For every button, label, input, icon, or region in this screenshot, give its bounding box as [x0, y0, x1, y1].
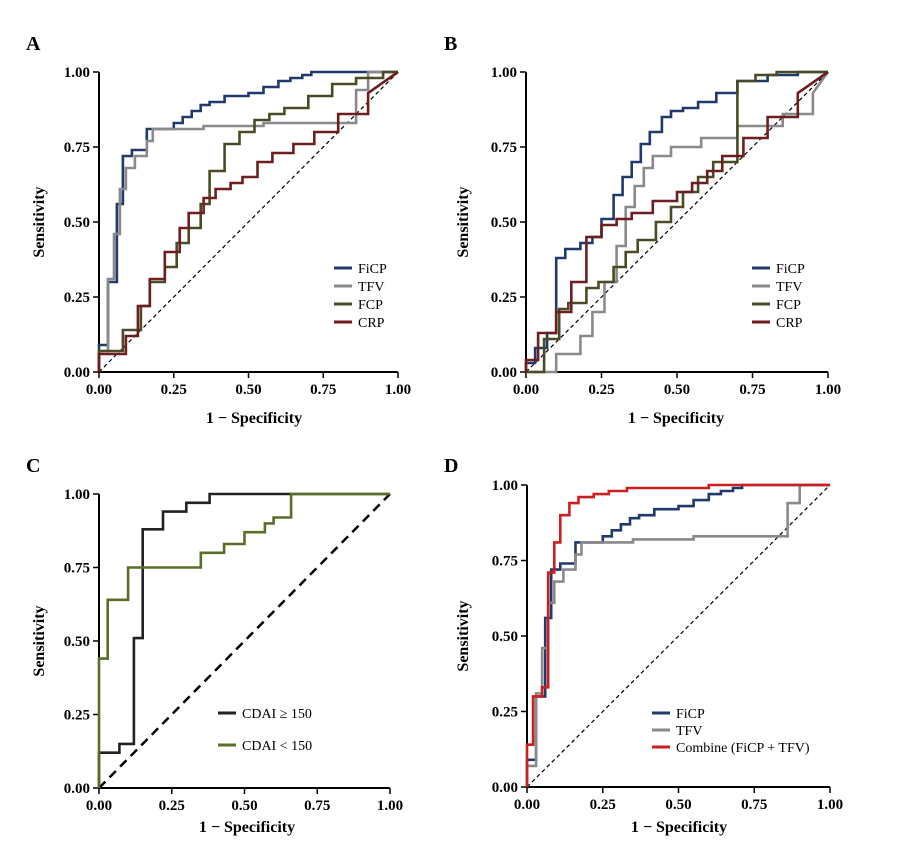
y-tick-label: 0.50 — [64, 634, 90, 650]
x-tick-label: 1.00 — [817, 797, 843, 813]
x-tick-label: 0.50 — [664, 382, 690, 398]
x-tick-label: 0.50 — [231, 798, 257, 814]
x-tick-label: 0.50 — [235, 382, 261, 398]
y-tick-label: 0.75 — [64, 140, 90, 156]
y-tick-label: 0.50 — [491, 215, 517, 231]
panel-c: C 0.00 0.25 0.50 0.75 1.00 0.00 0.25 0.50 0.75 1.0… — [26, 455, 403, 836]
x-tick-label: 0.25 — [590, 797, 616, 813]
y-tick-label: 0.00 — [491, 365, 517, 381]
panel-a: A 0.00 0.25 0.50 0.75 1.00 0.00 0.25 0.50 0.75 1.0… — [26, 33, 411, 427]
x-tick-label: 0.75 — [739, 382, 765, 398]
y-tick-label: 0.75 — [64, 561, 90, 577]
panel-b: B 0.00 0.25 0.50 0.75 1.00 0.00 0.25 0.50 0.75 1.0… — [444, 33, 841, 427]
x-tick-label: 0.25 — [588, 382, 614, 398]
y-axis-label: Sensitivity — [31, 186, 48, 257]
x-tick-label: 0.75 — [741, 797, 767, 813]
roc-curve-0 — [97, 492, 390, 788]
legend-label: CDAI < 150 — [242, 739, 312, 754]
roc-curve-3 — [97, 70, 399, 372]
panel-letter: D — [444, 455, 458, 477]
y-axis-label: Sensitivity — [31, 605, 48, 676]
x-tick-label: 0.25 — [159, 798, 185, 814]
y-axis-label: Sensitivity — [455, 600, 472, 671]
legend-label: CRP — [776, 316, 803, 331]
y-tick-label: 0.00 — [492, 780, 518, 796]
y-tick-label: 1.00 — [492, 478, 518, 494]
panel-letter: A — [26, 33, 41, 55]
x-tick-label: 1.00 — [385, 382, 411, 398]
y-tick-label: 1.00 — [64, 487, 90, 503]
legend-label: FiCP — [358, 262, 387, 277]
legend-label: TFV — [776, 280, 802, 295]
x-tick-label: 0.00 — [514, 797, 540, 813]
reference-diagonal — [98, 493, 391, 789]
y-tick-label: 0.75 — [492, 554, 518, 570]
y-tick-label: 0.75 — [491, 140, 517, 156]
roc-curve-1 — [97, 492, 390, 788]
legend-label: TFV — [358, 280, 384, 295]
y-tick-label: 0.25 — [491, 290, 517, 306]
x-axis-label: 1 − Specificity — [199, 819, 295, 836]
y-tick-label: 0.00 — [64, 781, 90, 797]
y-tick-label: 0.50 — [64, 215, 90, 231]
roc-curve-1 — [526, 71, 830, 374]
x-tick-label: 0.00 — [86, 382, 112, 398]
panel-letter: C — [26, 455, 40, 477]
reference-diagonal — [526, 484, 831, 788]
x-axis-label: 1 − Specificity — [628, 410, 724, 427]
x-axis-label: 1 − Specificity — [206, 410, 302, 427]
x-axis-label: 1 − Specificity — [631, 819, 727, 836]
x-tick-label: 0.25 — [161, 382, 187, 398]
legend-label: FCP — [776, 298, 801, 313]
y-tick-label: 1.00 — [491, 65, 517, 81]
roc-curve-0 — [525, 483, 830, 787]
roc-curve-0 — [97, 70, 398, 372]
legend-label: Combine (FiCP + TFV) — [676, 741, 810, 756]
legend-label: FiCP — [676, 707, 705, 722]
y-axis-label: Sensitivity — [455, 186, 472, 257]
legend-label: CRP — [358, 316, 385, 331]
roc-curve-2 — [525, 483, 830, 787]
panel-letter: B — [444, 33, 457, 55]
x-tick-label: 1.00 — [377, 798, 403, 814]
y-tick-label: 0.25 — [64, 708, 90, 724]
y-tick-label: 0.00 — [64, 365, 90, 381]
x-tick-label: 0.75 — [310, 382, 336, 398]
reference-diagonal — [98, 71, 399, 373]
x-tick-label: 0.50 — [665, 797, 691, 813]
roc-curve-1 — [97, 70, 398, 372]
roc-curve-0 — [524, 70, 828, 372]
y-tick-label: 0.50 — [492, 629, 518, 645]
x-tick-label: 0.00 — [513, 382, 539, 398]
reference-diagonal — [525, 71, 829, 373]
y-tick-label: 0.25 — [64, 290, 90, 306]
legend-label: CDAI ≥ 150 — [242, 707, 312, 722]
legend-label: FiCP — [776, 262, 805, 277]
y-tick-label: 0.25 — [492, 705, 518, 721]
x-tick-label: 0.00 — [86, 798, 112, 814]
x-tick-label: 0.75 — [304, 798, 330, 814]
roc-curve-3 — [524, 70, 829, 372]
legend-label: TFV — [676, 724, 702, 739]
panel-d: D 0.00 0.25 0.50 0.75 1.00 0.00 0.25 0.50 0.75 1.0… — [444, 455, 843, 836]
x-tick-label: 1.00 — [815, 382, 841, 398]
roc-curve-2 — [526, 70, 828, 374]
legend-label: FCP — [358, 298, 383, 313]
y-tick-label: 1.00 — [64, 65, 90, 81]
